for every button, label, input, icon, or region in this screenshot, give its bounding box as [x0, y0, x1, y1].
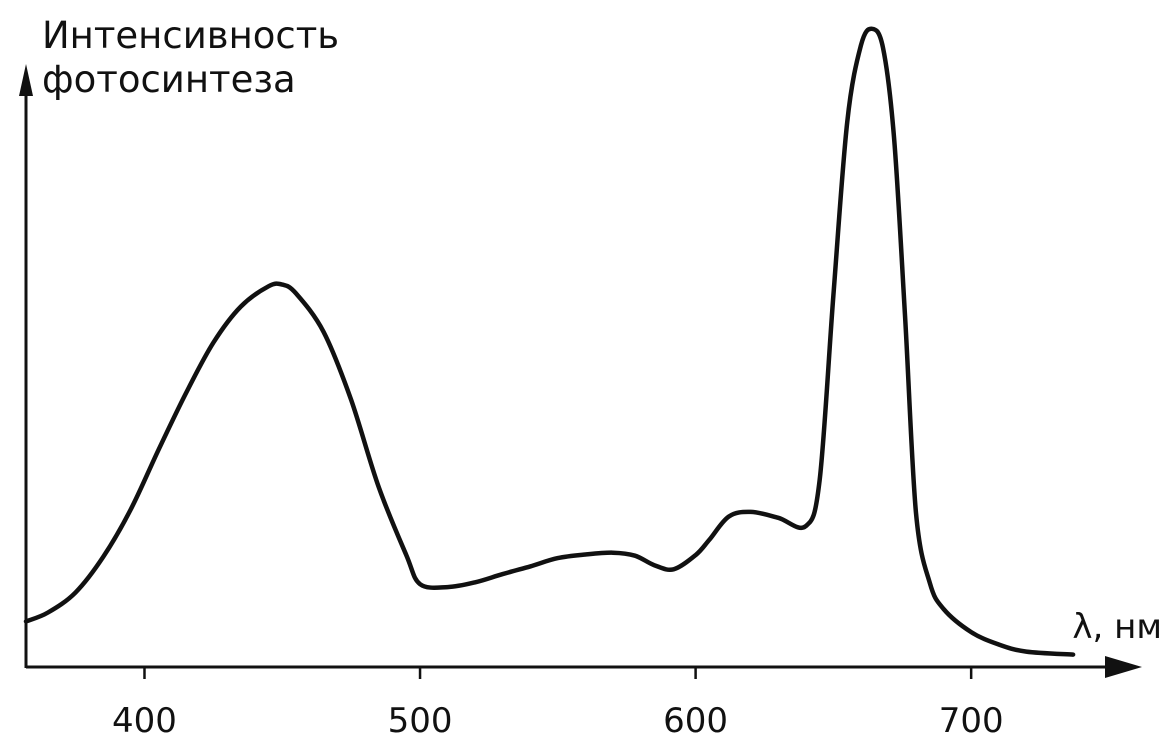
x-axis-arrow	[1105, 656, 1142, 678]
y-axis-arrow	[19, 64, 33, 96]
x-axis-label: λ, нм	[1072, 607, 1162, 647]
y-axis-label-line-2: фотосинтеза	[42, 58, 296, 101]
x-tick-label-500: 500	[388, 701, 453, 738]
x-tick-label-700: 700	[939, 701, 1004, 738]
y-axis-label-line-1: Интенсивность	[42, 14, 339, 57]
photosynthesis-curve	[23, 26, 1076, 657]
x-tick-label-400: 400	[112, 701, 177, 738]
x-tick-label-600: 600	[663, 701, 728, 738]
x-ticks: 400 500 600 700	[112, 667, 1004, 738]
